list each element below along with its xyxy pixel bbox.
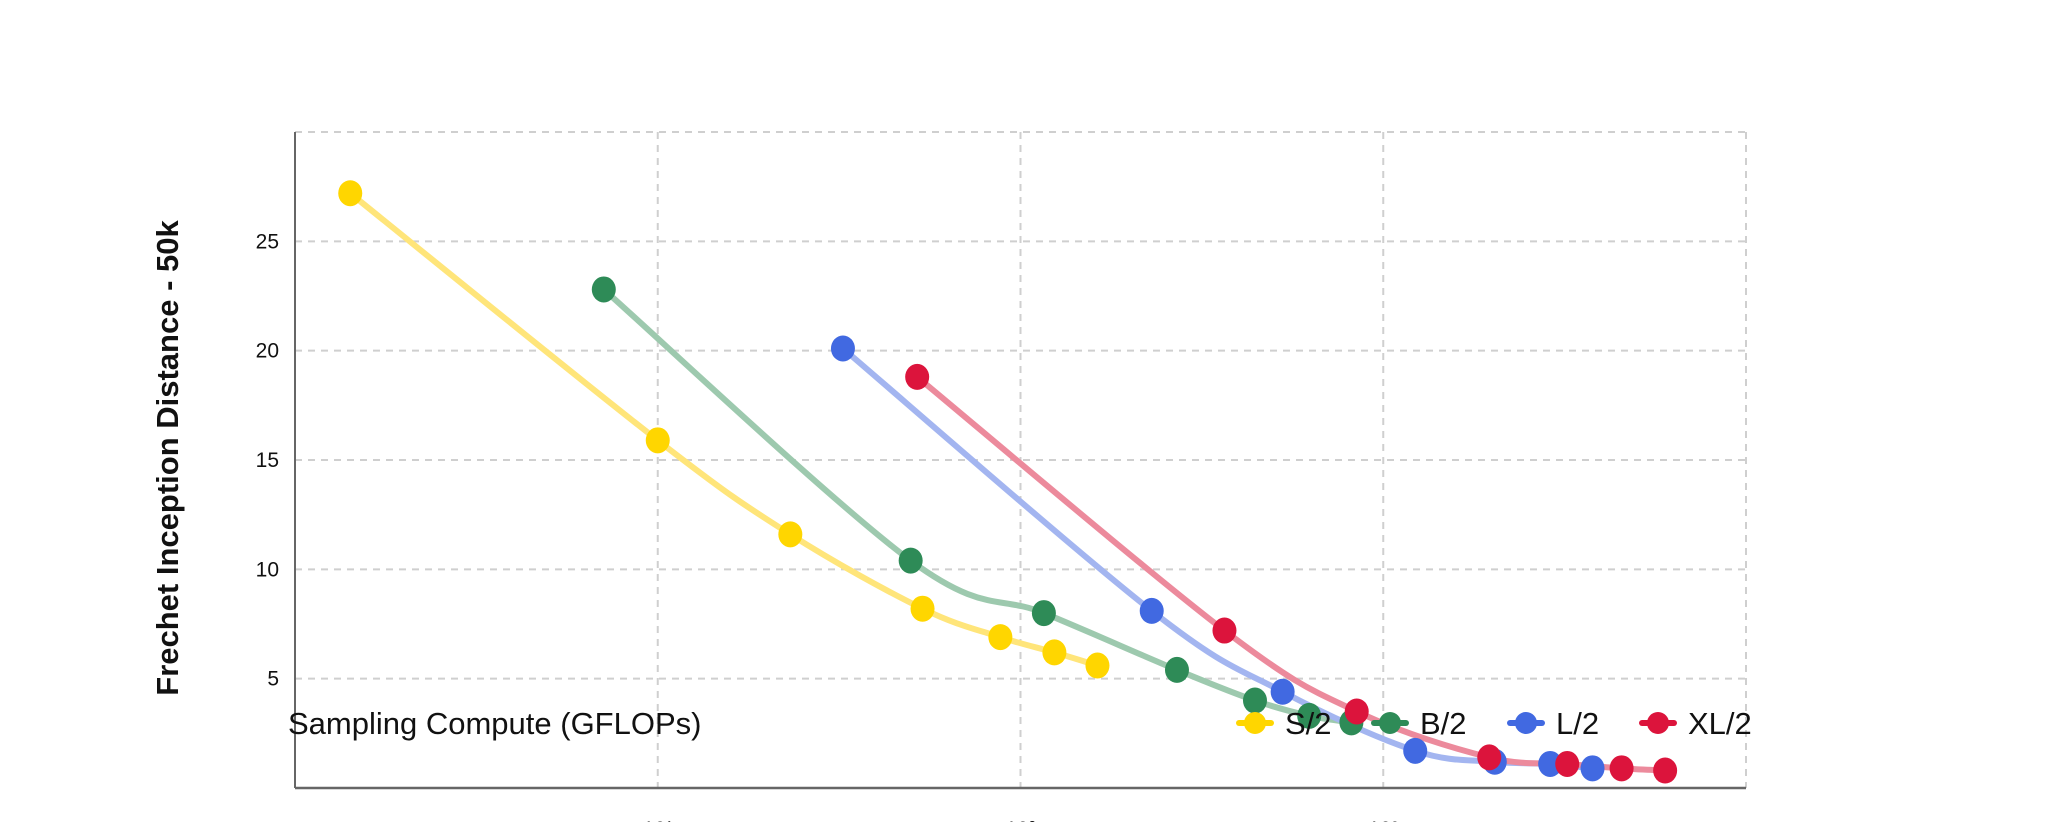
data-point-xl-2 — [1212, 617, 1237, 644]
data-point-xl-2 — [1609, 755, 1634, 782]
y-tick-label: 15 — [256, 449, 279, 472]
data-point-b-2 — [1297, 702, 1322, 729]
data-point-s-2 — [778, 521, 803, 548]
y-tick-label: 5 — [267, 668, 279, 691]
y-tick-label: 20 — [256, 340, 279, 363]
data-point-xl-2 — [1555, 750, 1580, 777]
x-tick-label: 10¹ — [643, 818, 673, 822]
data-point-b-2 — [898, 547, 923, 574]
data-point-xl-2 — [1477, 744, 1502, 771]
legend-marker-dot — [1379, 712, 1401, 734]
data-point-b-2 — [591, 276, 616, 303]
x-tick-label: 10³ — [1368, 818, 1398, 822]
y-tick-label: 25 — [256, 230, 279, 253]
data-point-s-2 — [1085, 652, 1110, 679]
data-point-l-2 — [830, 335, 855, 362]
legend-marker-dot — [1515, 712, 1537, 734]
legend-label: S/2 — [1285, 706, 1332, 741]
series-group — [338, 180, 1678, 784]
series-line-b-2 — [600, 286, 1355, 726]
data-point-s-2 — [645, 427, 670, 454]
legend-label: B/2 — [1420, 706, 1467, 741]
data-point-l-2 — [1139, 597, 1164, 624]
data-point-l-2 — [1270, 678, 1295, 705]
x-tick-label: 10² — [1005, 818, 1035, 822]
y-tick-label: 10 — [256, 558, 279, 581]
data-point-b-2 — [1242, 687, 1267, 714]
legend: S/2 B/2 L/2 XL/2 — [1236, 706, 1752, 741]
data-point-b-2 — [1031, 600, 1056, 627]
data-point-s-2 — [910, 595, 935, 622]
data-point-l-2 — [1403, 737, 1428, 764]
data-point-l-2 — [1580, 755, 1605, 782]
data-point-b-2 — [1164, 656, 1189, 683]
data-point-xl-2 — [1344, 698, 1369, 725]
legend-label: L/2 — [1556, 706, 1599, 741]
data-point-s-2 — [988, 624, 1013, 651]
y-axis-title: Frechet Inception Distance - 50k — [150, 220, 185, 696]
x-axis-title: Sampling Compute (GFLOPs) — [288, 706, 701, 741]
series-line-s-2 — [347, 190, 1101, 669]
legend-marker-dot — [1244, 712, 1266, 734]
data-point-xl-2 — [905, 363, 930, 390]
data-point-s-2 — [1042, 639, 1067, 666]
legend-marker-dot — [1647, 712, 1669, 734]
legend-label: XL/2 — [1688, 706, 1752, 741]
data-point-l-2 — [1538, 750, 1563, 777]
data-point-s-2 — [338, 180, 363, 207]
data-point-xl-2 — [1653, 757, 1678, 784]
